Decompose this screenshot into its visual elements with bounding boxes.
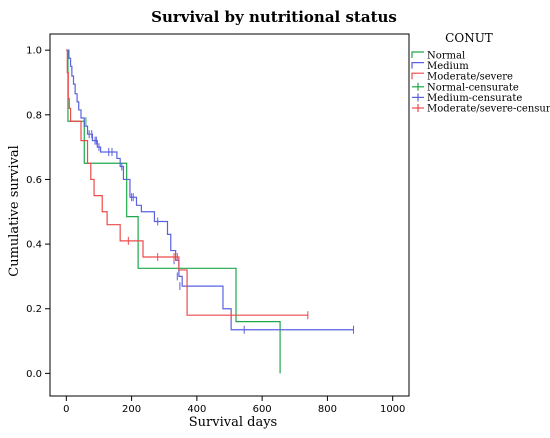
legend-item-medium-censurate: Medium-censurate — [412, 93, 522, 104]
legend-title: CONUT — [445, 31, 493, 45]
legend-item-normal: Normal — [411, 51, 465, 62]
x-tick-label: 0 — [63, 404, 69, 415]
series-normal — [66, 49, 281, 374]
plot-area — [49, 33, 410, 397]
series-line-moderate-severe — [66, 49, 308, 316]
series-line-medium — [66, 49, 354, 331]
y-tick-label: 0.0 — [26, 369, 42, 380]
series-layer — [66, 49, 355, 374]
legend-item-moderate-severe: Moderate/severe — [411, 72, 513, 83]
x-tick-label: 200 — [122, 404, 141, 415]
series-line-normal — [66, 49, 281, 374]
y-tick-label: 0.6 — [26, 175, 42, 186]
legend-item-moderate-severe-censurate: Moderate/severe-censurate — [412, 104, 550, 115]
y-axis: 0.0 0.2 0.4 0.6 0.8 1.0 — [26, 46, 50, 380]
legend-swatch — [411, 72, 424, 80]
legend-label: Medium — [427, 61, 469, 72]
legend-label: Medium-censurate — [427, 93, 522, 104]
chart-title: Survival by nutritional status — [151, 8, 397, 26]
y-tick-label: 0.2 — [26, 304, 42, 315]
x-tick-label: 400 — [187, 404, 206, 415]
y-tick-label: 0.8 — [26, 110, 42, 121]
legend: CONUT NormalMediumModerate/severeNormal-… — [411, 31, 550, 115]
series-medium — [66, 49, 355, 334]
legend-item-medium: Medium — [411, 61, 469, 72]
legend-label: Normal — [427, 51, 465, 62]
legend-label: Moderate/severe-censurate — [427, 104, 550, 115]
legend-label: Normal-censurate — [427, 82, 519, 93]
x-axis-label: Survival days — [189, 415, 277, 430]
series-moderate-severe — [66, 49, 309, 320]
legend-item-normal-censurate: Normal-censurate — [412, 82, 519, 93]
legend-label: Moderate/severe — [427, 72, 513, 83]
y-tick-label: 0.4 — [26, 240, 42, 251]
legend-swatch — [411, 51, 424, 58]
x-tick-label: 600 — [253, 404, 272, 415]
y-axis-label: Cumulative survival — [7, 145, 22, 277]
plot-frame — [49, 33, 410, 397]
x-tick-label: 800 — [318, 404, 337, 415]
y-tick-label: 1.0 — [26, 46, 42, 57]
x-axis: 0 200 400 600 800 1000 — [63, 396, 405, 415]
legend-swatch — [411, 62, 424, 69]
x-tick-label: 1000 — [380, 404, 405, 415]
